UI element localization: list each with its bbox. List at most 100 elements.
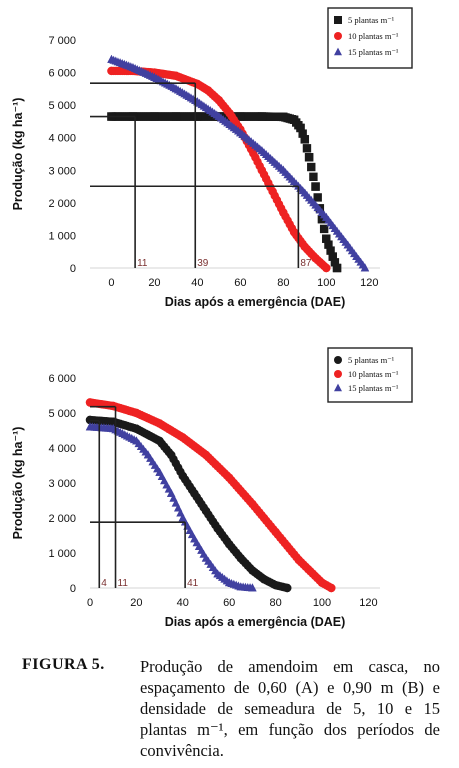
- data-point: [213, 524, 222, 533]
- series-3: [107, 54, 370, 272]
- reference-label: 11: [137, 258, 148, 269]
- data-point: [236, 112, 245, 121]
- data-point: [300, 135, 310, 144]
- data-point: [236, 554, 245, 563]
- data-point: [132, 424, 141, 433]
- y-tick-label: 1 000: [48, 230, 76, 242]
- figure-label: FIGURA 5.: [22, 656, 105, 673]
- y-tick-label: 6 000: [48, 68, 76, 80]
- series-mark: [309, 172, 318, 181]
- data-point: [85, 422, 95, 431]
- data-point: [294, 555, 303, 565]
- legend-label: 10 plantas m⁻¹: [348, 31, 399, 41]
- data-point: [155, 467, 164, 476]
- data-point: [322, 234, 331, 243]
- data-point: [271, 527, 280, 537]
- y-tick-label: 7 000: [48, 35, 76, 47]
- data-point: [248, 499, 257, 509]
- figure-caption-text: Produção de amendoim em casca, no espaça…: [140, 657, 440, 760]
- data-point: [178, 513, 187, 522]
- y-tick-label: 0: [70, 263, 76, 275]
- y-tick-label: 4 000: [48, 443, 76, 455]
- data-point: [360, 263, 370, 272]
- data-point: [150, 112, 159, 121]
- data-point: [304, 153, 314, 162]
- y-tick-label: 0: [70, 583, 76, 595]
- legend-label: 15 plantas m⁻¹: [348, 47, 399, 57]
- legend-label: 10 plantas m⁻¹: [348, 369, 399, 379]
- data-point: [248, 566, 257, 575]
- data-point: [171, 71, 181, 81]
- data-point: [178, 433, 187, 442]
- series-mark: [326, 246, 335, 255]
- series-mark: [324, 240, 333, 249]
- data-point: [257, 166, 267, 175]
- x-tick-label: 0: [87, 597, 93, 609]
- x-axis-label: Dias após a emergência (DAE): [165, 615, 346, 629]
- legend-label: 15 plantas m⁻¹: [348, 383, 399, 393]
- data-point: [143, 450, 153, 459]
- series-mark: [298, 129, 307, 138]
- data-point: [317, 214, 327, 224]
- data-point: [300, 242, 310, 252]
- legend-label: 5 plantas m⁻¹: [348, 15, 395, 25]
- data-point: [107, 66, 116, 76]
- x-axis-label: Dias após a emergência (DAE): [165, 295, 346, 309]
- data-point: [322, 212, 331, 221]
- legend-box: [327, 347, 413, 403]
- data-point: [225, 473, 234, 482]
- data-point: [283, 583, 292, 593]
- series-2: [107, 66, 331, 273]
- data-point: [311, 182, 320, 191]
- series-3: [85, 422, 257, 592]
- data-point: [328, 252, 337, 261]
- data-point: [327, 583, 336, 593]
- chart-svg: 0 1 000 2 000 3 000 4 000 5 000 6 000 7 000 0 20 4…: [11, 7, 413, 309]
- y-axis-label: Produção (kg ha⁻¹): [11, 98, 25, 211]
- data-point: [132, 436, 141, 445]
- y-tick-label: 5 000: [48, 408, 76, 420]
- data-point: [132, 408, 141, 418]
- legend-label: 5 plantas m⁻¹: [348, 355, 395, 365]
- series-mark: [302, 144, 312, 153]
- legend-marker: [334, 383, 342, 392]
- data-point: [213, 569, 222, 578]
- y-tick-label: 2 000: [48, 513, 76, 525]
- data-point: [128, 63, 138, 72]
- y-tick-label: 2 000: [48, 198, 76, 210]
- data-point: [171, 84, 181, 93]
- data-point: [155, 436, 164, 446]
- data-point: [150, 72, 159, 81]
- data-point: [289, 227, 299, 237]
- reference-label: 39: [197, 258, 209, 269]
- data-point: [167, 450, 176, 460]
- legend: 5 plantas m⁻¹ 10 plantas m⁻¹ 15 plantas m⁻…: [327, 7, 413, 69]
- x-tick-label: 40: [177, 597, 189, 609]
- data-point: [317, 578, 327, 587]
- data-point: [107, 54, 116, 63]
- data-point: [271, 581, 280, 590]
- data-point: [225, 540, 234, 549]
- data-point: [155, 419, 164, 428]
- x-tick-label: 40: [191, 277, 203, 289]
- chart-svg: 0 1 000 2 000 3 000 4 000 5 000 6 000 0 20 40 60 80…: [11, 347, 413, 629]
- data-point: [203, 86, 213, 95]
- x-tick-label: 120: [360, 277, 378, 289]
- data-point: [236, 128, 245, 137]
- data-point: [193, 112, 202, 121]
- data-point: [296, 123, 305, 133]
- data-point: [343, 240, 352, 249]
- data-point: [279, 112, 288, 122]
- series-mark: [313, 193, 322, 202]
- y-tick-label: 6 000: [48, 373, 76, 385]
- legend-marker: [334, 356, 342, 364]
- x-tick-label: 100: [317, 277, 335, 289]
- data-point: [225, 109, 234, 118]
- data-point: [279, 165, 288, 174]
- x-tick-label: 20: [148, 277, 160, 289]
- data-point: [178, 471, 187, 481]
- y-tick-label: 4 000: [48, 133, 76, 145]
- data-point: [257, 146, 267, 155]
- legend: 5 plantas m⁻¹ 10 plantas m⁻¹ 15 plantas m⁻…: [327, 347, 413, 403]
- x-tick-label: 120: [359, 597, 377, 609]
